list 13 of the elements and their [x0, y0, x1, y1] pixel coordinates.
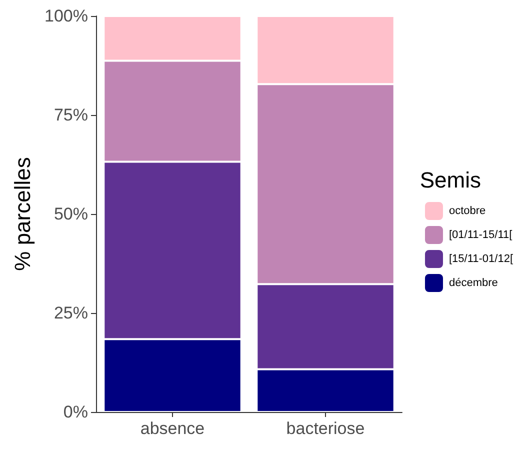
legend-label: [01/11-15/11[ [448, 229, 512, 241]
y-tick-label: 25% [54, 304, 88, 322]
y-tick-label: 0% [63, 402, 88, 422]
x-tick-label: bacteriose [286, 419, 365, 438]
legend-label: octobre [448, 205, 486, 217]
y-axis-title: % parcelles [10, 157, 36, 271]
legend-label: [15/11-01/12[ [448, 253, 514, 265]
y-tick-label: 100% [44, 6, 88, 26]
legend-label: décembre [448, 277, 498, 289]
y-tick-label: 75% [54, 106, 88, 124]
y-tick-label: 50% [54, 204, 88, 224]
x-tick-label: absence [140, 419, 205, 438]
legend-title: Semis [420, 168, 481, 192]
